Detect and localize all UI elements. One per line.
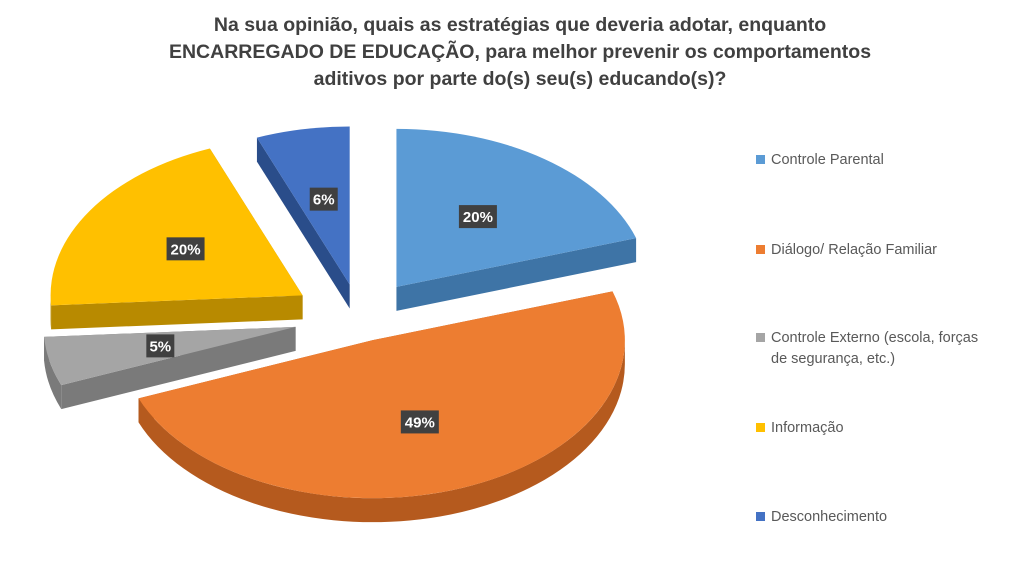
slice-top: [50, 148, 303, 306]
slice-side-wall: [396, 238, 637, 311]
pie-slice-dialogo-relacao-familiar: [138, 291, 625, 523]
legend-swatch: [756, 333, 765, 342]
data-label-text: 20%: [171, 241, 201, 258]
legend-item-desconhecimento: Desconhecimento: [756, 507, 991, 528]
slice-rim: [44, 336, 62, 410]
legend-item-controle-parental: Controle Parental: [756, 150, 991, 171]
slice-top: [396, 128, 637, 287]
legend-item-informacao: Informação: [756, 418, 991, 439]
data-label-box: [309, 187, 338, 211]
legend-label: Informação: [771, 420, 844, 436]
data-label-text: 5%: [149, 338, 171, 355]
data-label-box: [400, 410, 439, 434]
legend-label: Desconhecimento: [771, 509, 888, 525]
pie-slice-informacao: [50, 148, 303, 330]
data-label-dialogo-relacao-familiar: 49%: [400, 410, 439, 434]
data-label-box: [458, 205, 497, 229]
legend-swatch: [756, 423, 765, 432]
data-label-box: [146, 334, 175, 358]
pie-slice-controle-parental: [396, 128, 637, 311]
legend-label: Controle Externo (escola, forças de segu…: [771, 330, 979, 367]
data-label-desconhecimento: 6%: [309, 187, 338, 211]
legend-swatch: [756, 155, 765, 164]
legend-swatch: [756, 512, 765, 521]
legend-label: Diálogo/ Relação Familiar: [771, 242, 938, 258]
legend-label: Controle Parental: [771, 152, 884, 168]
legend-item-controle-externo: Controle Externo (escola, forças de segu…: [756, 328, 991, 370]
data-label-box: [166, 237, 205, 261]
data-label-controle-externo-escola-forcas-de-seguranca-etc: 5%: [146, 334, 175, 358]
chart-title: Na sua opinião, quais as estratégias que…: [120, 12, 920, 93]
slice-side-wall: [256, 137, 350, 309]
data-label-text: 6%: [313, 192, 335, 209]
legend-item-dialogo-relacao-familiar: Diálogo/ Relação Familiar: [756, 240, 991, 261]
slice-top: [256, 126, 350, 285]
chart-title-line-2: ENCARREGADO DE EDUCAÇÃO, para melhor pre…: [168, 41, 872, 63]
data-label-text: 20%: [463, 209, 493, 226]
data-label-text: 49%: [405, 414, 435, 431]
chart-title-line-1: Na sua opinião, quais as estratégias que…: [213, 14, 827, 36]
pie-slice-desconhecimento: [256, 126, 350, 309]
legend-swatch: [756, 245, 765, 254]
slice-top: [138, 291, 625, 499]
data-label-controle-parental: 20%: [458, 205, 497, 229]
data-label-informacao: 20%: [166, 237, 205, 261]
slice-rim: [138, 340, 625, 523]
chart-title-line-3: aditivos por parte do(s) seu(s) educando…: [313, 68, 727, 90]
slice-side-wall: [51, 295, 303, 330]
